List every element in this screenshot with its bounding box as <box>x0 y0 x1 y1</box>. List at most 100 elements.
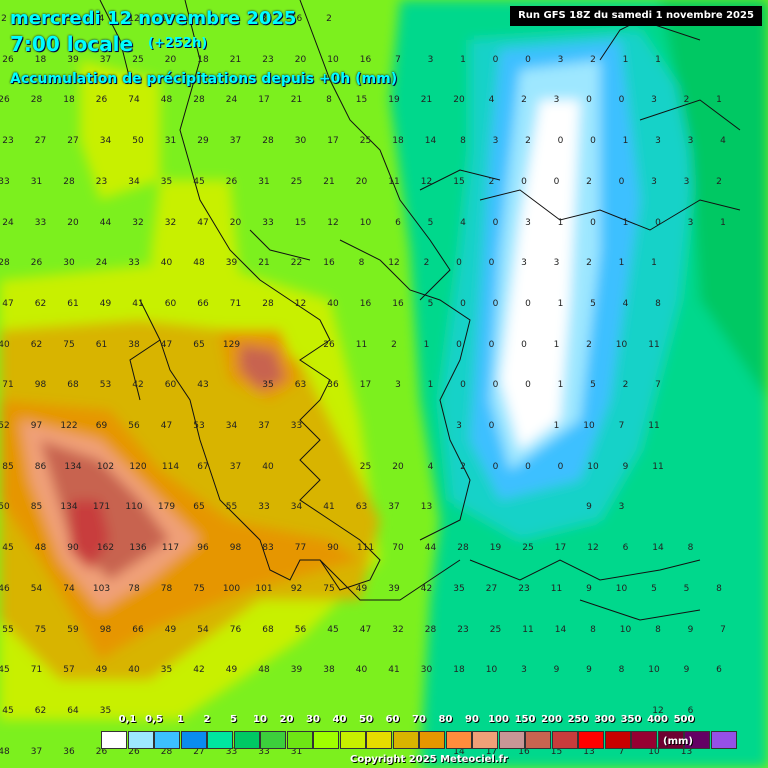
legend-swatch <box>684 731 710 749</box>
legend-swatch <box>154 731 180 749</box>
grid-value: 16 <box>359 298 372 309</box>
legend-label: 80 <box>438 714 453 725</box>
grid-value: 3 <box>553 95 560 106</box>
grid-value: 16 <box>392 298 404 309</box>
grid-value: 9 <box>622 461 629 472</box>
grid-value: 37 <box>229 461 242 472</box>
grid-value: 0 <box>521 176 527 187</box>
grid-value: 53 <box>99 380 112 391</box>
grid-value: 0 <box>525 461 531 472</box>
grid-value: 40 <box>327 298 339 309</box>
grid-value: 0 <box>590 136 596 147</box>
grid-value: 179 <box>157 502 176 513</box>
legend-label: 200 <box>541 714 562 725</box>
grid-value: 49 <box>95 665 108 676</box>
grid-value: 37 <box>388 502 400 513</box>
legend-label: 0,5 <box>145 714 163 725</box>
grid-value: 66 <box>197 298 209 309</box>
grid-value: 30 <box>63 258 75 269</box>
grid-value: 59 <box>67 624 79 635</box>
grid-value: 1 <box>423 339 430 350</box>
grid-value: 47 <box>197 217 209 228</box>
grid-value: 16 <box>518 746 530 757</box>
grid-value: 26 <box>30 258 43 269</box>
grid-value: 77 <box>294 543 307 554</box>
grid-value: 23 <box>262 54 274 65</box>
grid-value: 83 <box>262 543 274 554</box>
grid-value: 0 <box>456 258 462 269</box>
grid-value: 32 <box>132 217 144 228</box>
legend-label: 5 <box>230 714 237 725</box>
grid-value: 14 <box>652 543 664 554</box>
grid-value: 98 <box>99 624 112 635</box>
grid-value: 5 <box>427 217 434 228</box>
legend-swatch <box>525 731 551 749</box>
grid-value: 8 <box>261 14 267 24</box>
grid-value: 24 <box>95 258 108 269</box>
legend-swatch <box>233 731 260 749</box>
grid-value: 0 <box>492 461 499 472</box>
grid-value: 2 <box>460 461 466 472</box>
grid-value: 85 <box>2 461 14 472</box>
legend-label: 500 <box>673 714 695 725</box>
grid-value: 25 <box>522 543 534 554</box>
grid-value: 19 <box>388 95 400 106</box>
grid-value: 31 <box>290 746 303 757</box>
grid-value: 1 <box>618 258 625 269</box>
zone-brown-west <box>40 440 170 580</box>
grid-value: 10 <box>648 746 660 757</box>
grid-value: 34 <box>225 421 238 431</box>
grid-value: 26 <box>2 54 14 65</box>
grid-value: 12 <box>294 298 307 309</box>
grid-value: 42 <box>132 380 144 391</box>
grid-value: 3 <box>525 217 531 228</box>
grid-value: 76 <box>229 624 242 635</box>
grid-value: 26 <box>95 746 108 757</box>
grid-value: 1 <box>651 258 657 269</box>
grid-value: 3 <box>66 14 72 24</box>
grid-value: 35 <box>160 665 173 676</box>
grid-value: 28 <box>193 95 205 106</box>
grid-value: 21 <box>323 176 335 187</box>
legend-label: 70 <box>412 714 426 725</box>
legend-swatch <box>657 731 684 749</box>
legend-swatch <box>578 731 604 749</box>
grid-value: 90 <box>67 543 79 554</box>
grid-value: 1 <box>557 298 564 309</box>
grid-value: 28 <box>262 298 274 309</box>
legend-label: 20 <box>279 714 294 725</box>
grid-value: 15 <box>550 746 563 757</box>
zone-olive-center <box>150 180 240 300</box>
grid-value: 25 <box>359 136 372 147</box>
grid-value: 9 <box>553 665 560 676</box>
grid-value: 20 <box>294 54 307 65</box>
legend-swatch <box>419 731 445 749</box>
grid-value: 0 <box>557 136 564 147</box>
grid-value: 3 <box>521 665 527 676</box>
grid-value: 2 <box>716 176 722 187</box>
legend-swatch <box>551 731 578 749</box>
legend-swatch <box>339 731 366 749</box>
legend-label: 1 <box>177 714 184 725</box>
grid-value: 27 <box>485 583 498 594</box>
grid-value: 3 <box>521 258 527 269</box>
grid-value: 18 <box>392 136 404 147</box>
grid-value: 78 <box>160 583 173 594</box>
grid-value: 0 <box>525 298 531 309</box>
grid-value: 69 <box>95 421 108 431</box>
grid-value: 28 <box>457 543 469 554</box>
grid-value: 0 <box>460 380 466 391</box>
grid-value: 8 <box>326 95 332 106</box>
grid-value: 5 <box>590 380 596 391</box>
legend-swatch <box>631 731 657 749</box>
grid-value: 17 <box>258 95 270 106</box>
grid-value: 45 <box>2 543 14 554</box>
grid-value: 1 <box>557 217 564 228</box>
grid-value: 48 <box>0 746 10 757</box>
legend-swatch <box>180 731 207 749</box>
grid-value: 5 <box>228 14 235 24</box>
grid-value: 90 <box>327 543 339 554</box>
grid-value: 40 <box>128 665 140 676</box>
grid-value: 1 <box>553 421 560 431</box>
